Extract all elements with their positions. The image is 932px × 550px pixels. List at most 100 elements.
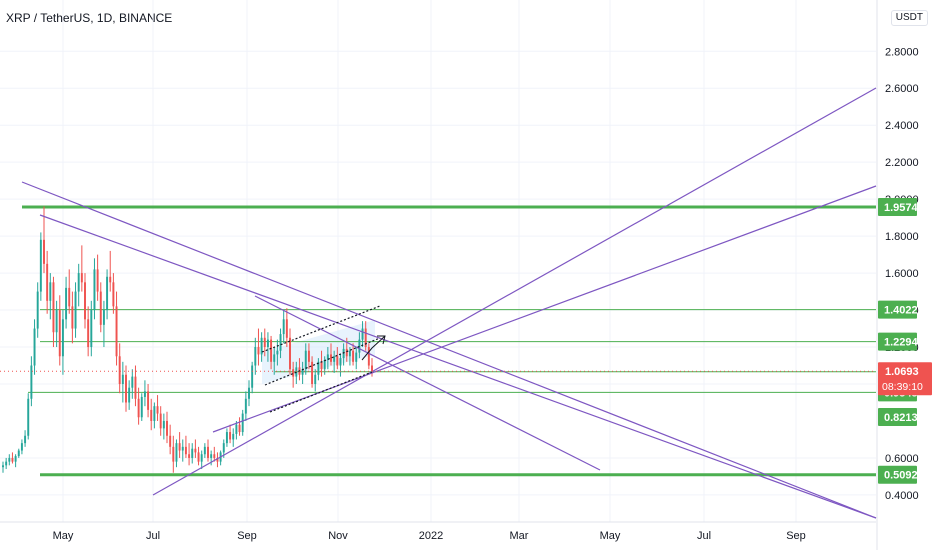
candle-body[interactable] xyxy=(355,352,358,362)
candle-body[interactable] xyxy=(270,339,273,362)
candle-body[interactable] xyxy=(181,446,184,451)
candle-body[interactable] xyxy=(292,369,295,377)
candle-body[interactable] xyxy=(109,276,112,283)
candle-body[interactable] xyxy=(285,319,288,338)
candle-body[interactable] xyxy=(364,328,367,348)
candle-body[interactable] xyxy=(257,347,260,355)
candle-body[interactable] xyxy=(273,354,276,362)
price-level-tag[interactable] xyxy=(878,408,917,427)
candle-body[interactable] xyxy=(143,391,146,397)
candle-body[interactable] xyxy=(153,406,156,421)
candle-body[interactable] xyxy=(125,374,127,403)
candle-body[interactable] xyxy=(147,391,150,410)
candle-body[interactable] xyxy=(210,454,213,458)
candle-body[interactable] xyxy=(304,350,307,370)
candle-body[interactable] xyxy=(311,361,314,384)
candle-body[interactable] xyxy=(248,387,250,399)
candle-body[interactable] xyxy=(61,319,64,357)
candle-body[interactable] xyxy=(87,319,90,348)
candle-body[interactable] xyxy=(175,443,178,462)
candle-body[interactable] xyxy=(112,282,115,307)
candle-body[interactable] xyxy=(106,276,109,311)
candle-body[interactable] xyxy=(93,269,96,311)
channel-mid-dotted[interactable] xyxy=(264,337,381,386)
trendline[interactable] xyxy=(254,295,601,471)
candle-body[interactable] xyxy=(191,448,194,458)
candle-body[interactable] xyxy=(156,406,159,414)
candle-body[interactable] xyxy=(254,347,257,366)
candle-body[interactable] xyxy=(282,319,285,335)
candle-body[interactable] xyxy=(172,446,175,462)
candle-body[interactable] xyxy=(33,328,36,366)
candle-body[interactable] xyxy=(74,291,77,329)
candle-body[interactable] xyxy=(326,354,329,360)
candle-body[interactable] xyxy=(131,376,134,388)
last-price-tag[interactable] xyxy=(878,362,932,396)
candle-body[interactable] xyxy=(27,398,30,436)
candle-body[interactable] xyxy=(20,443,23,451)
price-level-tag[interactable] xyxy=(878,332,917,351)
candle-body[interactable] xyxy=(99,291,102,325)
candle-body[interactable] xyxy=(266,339,269,348)
candle-body[interactable] xyxy=(216,457,219,462)
candle-body[interactable] xyxy=(279,334,282,351)
candle-body[interactable] xyxy=(134,376,137,399)
candle-body[interactable] xyxy=(213,454,216,458)
candle-body[interactable] xyxy=(24,435,27,444)
candle-body[interactable] xyxy=(352,350,355,362)
candle-body[interactable] xyxy=(317,361,320,375)
candle-body[interactable] xyxy=(115,306,118,357)
candle-body[interactable] xyxy=(77,273,80,292)
candle-body[interactable] xyxy=(323,359,326,370)
candle-body[interactable] xyxy=(8,457,11,462)
candle-body[interactable] xyxy=(361,328,364,340)
candle-body[interactable] xyxy=(49,282,52,301)
candle-body[interactable] xyxy=(367,347,370,366)
candle-body[interactable] xyxy=(178,443,181,451)
candle-body[interactable] xyxy=(207,446,209,458)
candle-body[interactable] xyxy=(65,287,68,320)
candle-body[interactable] xyxy=(2,465,4,468)
candle-body[interactable] xyxy=(260,337,263,355)
candle-body[interactable] xyxy=(314,374,317,384)
candle-body[interactable] xyxy=(118,356,121,384)
candle-body[interactable] xyxy=(169,435,172,447)
candle-body[interactable] xyxy=(46,263,49,301)
candle-body[interactable] xyxy=(90,310,93,348)
currency-badge[interactable]: USDT xyxy=(890,10,928,26)
candle-body[interactable] xyxy=(203,446,206,455)
candle-body[interactable] xyxy=(17,450,20,457)
candle-body[interactable] xyxy=(244,398,247,414)
candle-body[interactable] xyxy=(263,337,266,348)
candle-body[interactable] xyxy=(102,310,105,325)
candle-body[interactable] xyxy=(166,420,168,436)
candle-body[interactable] xyxy=(5,461,8,466)
trendline[interactable] xyxy=(21,181,877,519)
trendline[interactable] xyxy=(39,214,877,519)
candle-body[interactable] xyxy=(159,413,162,429)
candle-body[interactable] xyxy=(229,432,232,440)
candle-body[interactable] xyxy=(84,282,86,320)
candle-body[interactable] xyxy=(235,424,238,434)
candle-body[interactable] xyxy=(358,339,361,353)
candle-body[interactable] xyxy=(200,454,203,462)
candle-body[interactable] xyxy=(301,369,304,375)
candle-body[interactable] xyxy=(68,287,71,307)
candle-body[interactable] xyxy=(197,452,200,462)
candle-body[interactable] xyxy=(241,413,244,433)
price-level-tag[interactable] xyxy=(878,300,917,319)
candle-body[interactable] xyxy=(96,269,99,292)
candle-body[interactable] xyxy=(345,348,348,357)
candle-body[interactable] xyxy=(348,350,351,357)
candle-body[interactable] xyxy=(71,306,74,329)
price-level-tag[interactable] xyxy=(878,465,917,484)
price-level-tag[interactable] xyxy=(878,198,917,217)
candle-body[interactable] xyxy=(39,239,42,292)
candle-body[interactable] xyxy=(330,354,332,362)
candle-body[interactable] xyxy=(232,433,235,440)
candle-body[interactable] xyxy=(80,273,83,283)
trendline[interactable] xyxy=(152,87,877,496)
candle-body[interactable] xyxy=(55,310,58,333)
